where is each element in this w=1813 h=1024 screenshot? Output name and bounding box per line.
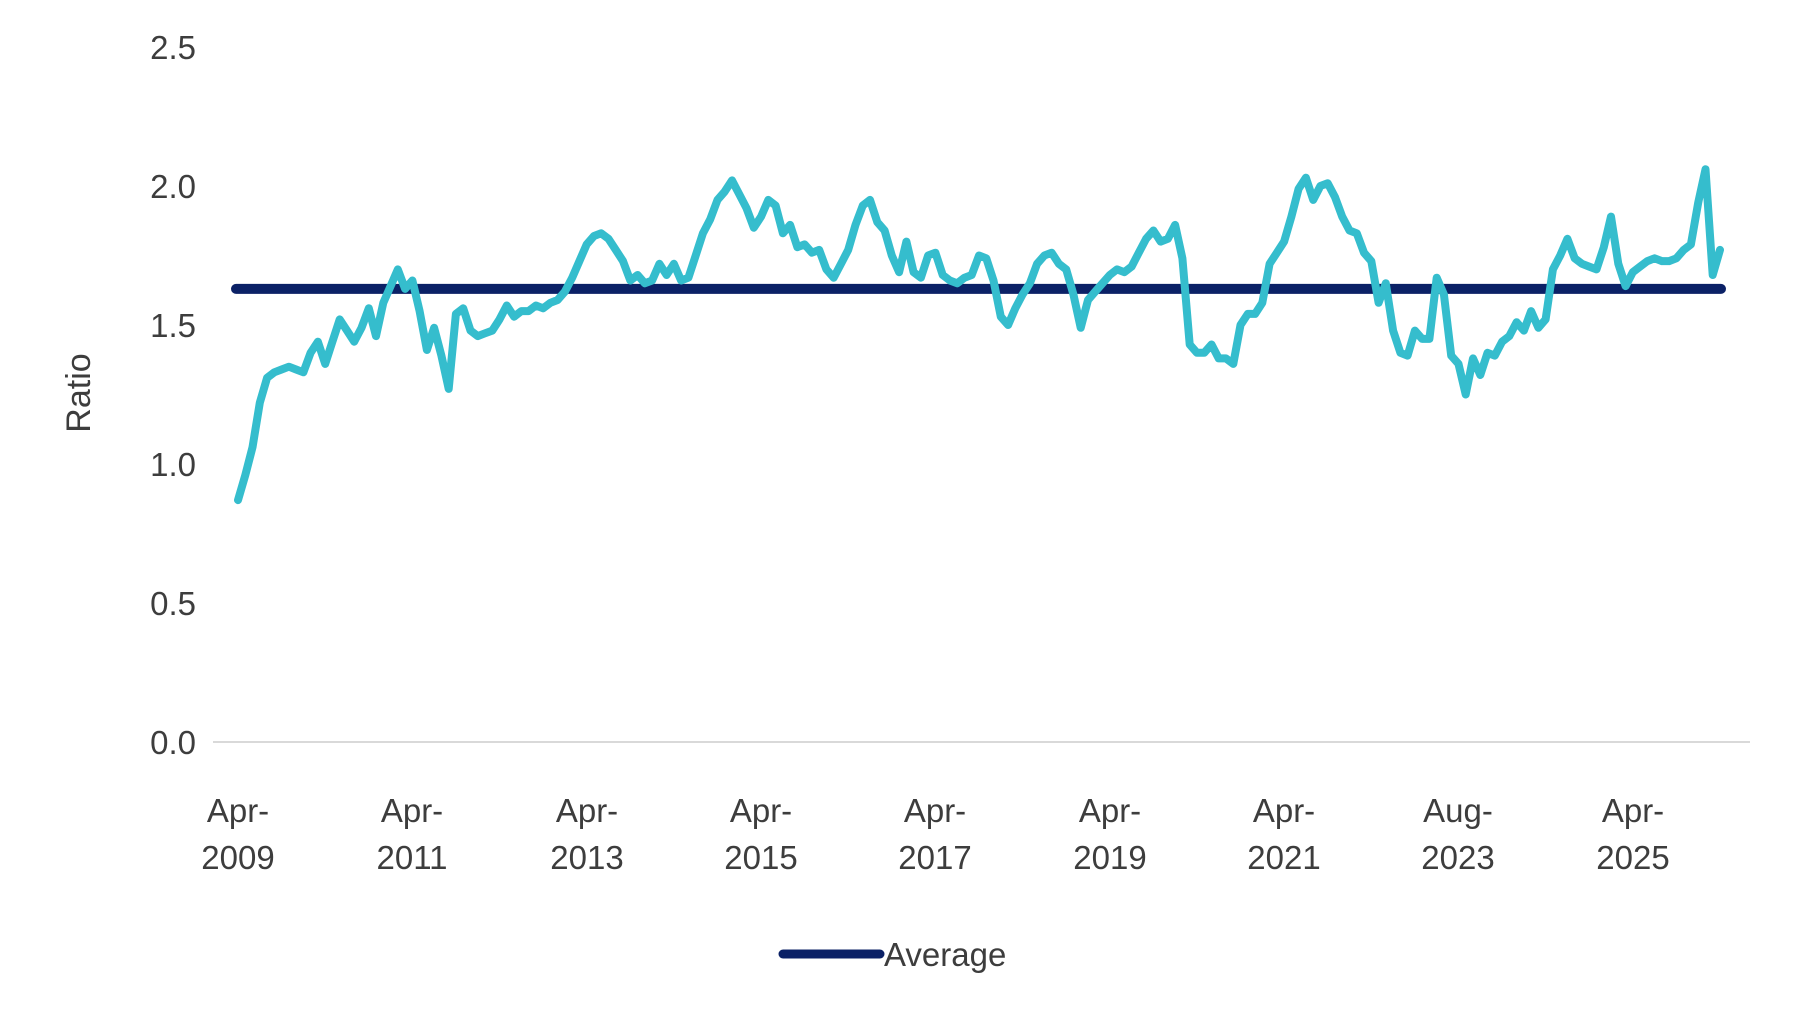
y-axis-tick-labels: 2.5 2.0 1.5 1.0 0.5 0.0 bbox=[150, 29, 196, 761]
y-axis-tick-label: 2.0 bbox=[150, 168, 196, 205]
legend-average-label: Average bbox=[884, 936, 1006, 973]
x-axis-tick-label: Apr-2025 bbox=[1596, 792, 1669, 876]
x-axis-tick-label: Apr-2013 bbox=[550, 792, 623, 876]
x-axis-tick-label: Apr-2015 bbox=[724, 792, 797, 876]
y-axis-tick-label: 0.5 bbox=[150, 585, 196, 622]
y-axis-tick-label: 1.5 bbox=[150, 307, 196, 344]
y-axis-tick-label: 2.5 bbox=[150, 29, 196, 66]
x-axis-tick-labels: Apr-2009 Apr-2011 Apr-2013 Apr-2015 Apr-2017… bbox=[201, 792, 1669, 876]
x-axis-tick-label: Apr-2017 bbox=[898, 792, 971, 876]
y-axis-tick-label: 1.0 bbox=[150, 446, 196, 483]
y-axis-title: Ratio bbox=[60, 353, 98, 432]
ratio-line-series bbox=[234, 165, 1724, 505]
legend: Average bbox=[778, 936, 1006, 973]
x-axis-tick-label: Apr-2019 bbox=[1073, 792, 1146, 876]
x-axis-tick-label: Apr-2021 bbox=[1247, 792, 1320, 876]
y-axis-tick-label: 0.0 bbox=[150, 724, 196, 761]
x-axis-tick-label: Apr-2009 bbox=[201, 792, 274, 876]
x-axis-tick-label: Aug-2023 bbox=[1421, 792, 1494, 876]
x-axis-tick-label: Apr-2011 bbox=[377, 792, 448, 876]
